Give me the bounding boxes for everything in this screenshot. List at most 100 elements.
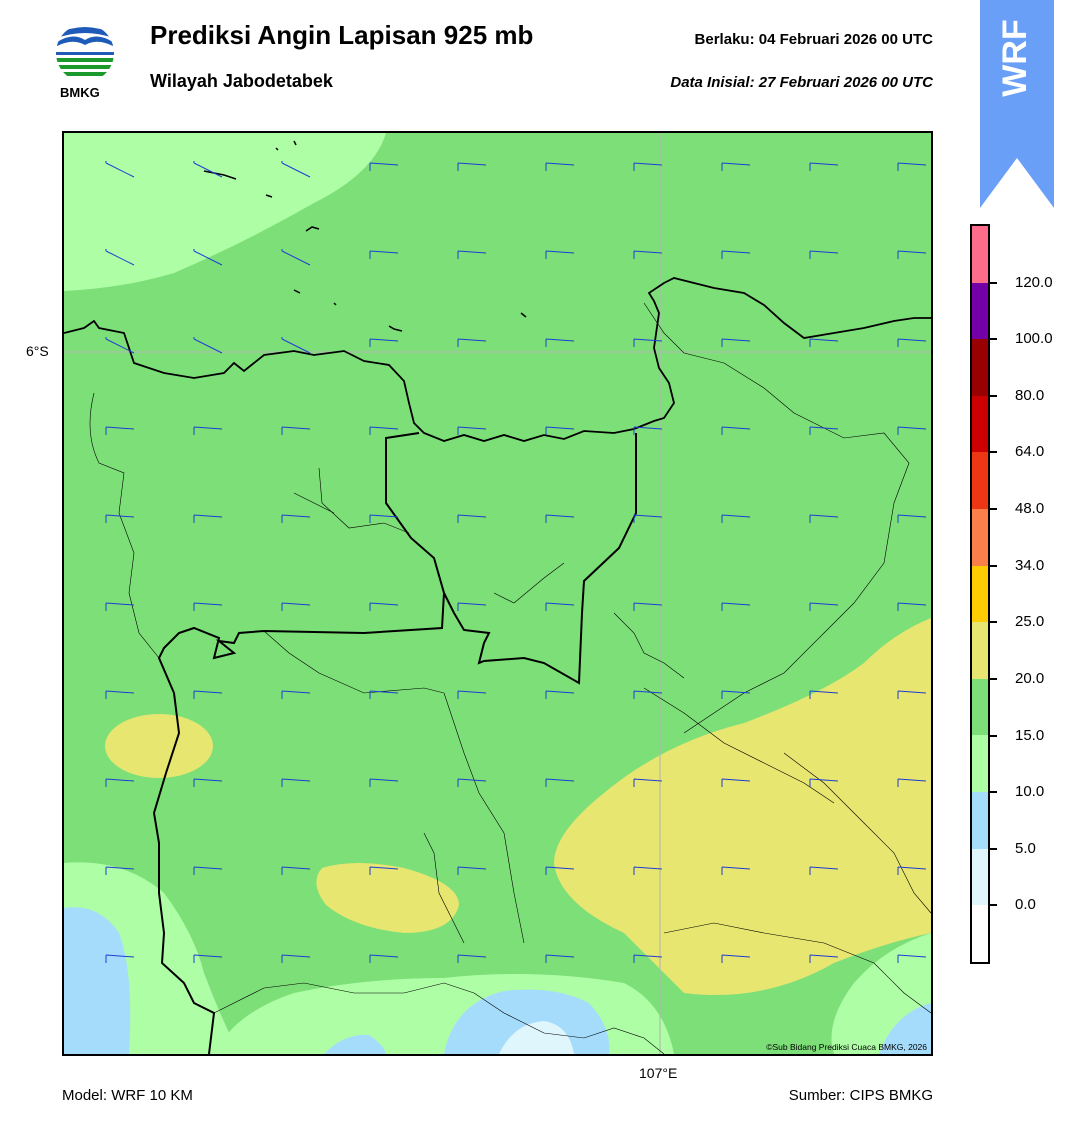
wind-barb <box>545 866 575 875</box>
colorbar-tick-label: 120.0 <box>1015 273 1053 291</box>
regency-boundaries <box>89 302 931 1054</box>
wind-barb <box>457 338 487 347</box>
wind-barb <box>897 426 927 435</box>
wind-barb <box>721 690 751 699</box>
colorbar-tick <box>990 394 997 397</box>
speed-zone-20-25-east <box>554 618 931 995</box>
wind-barb <box>457 602 487 611</box>
wind-barb <box>721 778 751 787</box>
jakarta-boundary <box>443 433 637 685</box>
wind-barb <box>545 338 575 347</box>
longitude-label: 107°E <box>639 1065 678 1081</box>
wind-barb <box>721 426 751 435</box>
colorbar-segment <box>972 339 988 396</box>
colorbar-tick-label: 34.0 <box>1015 556 1045 574</box>
wind-barb <box>457 426 487 435</box>
wind-barb <box>809 514 839 523</box>
colorbar-segment <box>972 452 988 510</box>
speed-zone-10-15-north <box>64 133 386 291</box>
wind-barb <box>281 161 311 178</box>
wind-barb <box>105 161 135 178</box>
colorbar-tick-label: 25.0 <box>1015 613 1045 631</box>
wind-barb <box>457 690 487 699</box>
wind-barb <box>633 778 663 787</box>
colorbar-segment <box>972 905 988 962</box>
wind-barb <box>105 514 135 523</box>
wind-barb <box>457 162 487 171</box>
thousand-islands <box>203 140 527 332</box>
wind-barb <box>193 690 223 699</box>
wind-barb <box>809 778 839 787</box>
wind-barb <box>809 954 839 963</box>
wind-barb <box>369 690 399 699</box>
wind-barb <box>721 162 751 171</box>
wind-map: ©Sub Bidang Prediksi Cuaca BMKG, 2026 <box>62 131 933 1056</box>
colorbar-tick-label: 20.0 <box>1015 669 1045 687</box>
logo-text: BMKG <box>60 85 100 100</box>
wind-barb <box>633 866 663 875</box>
wind-barb <box>281 426 311 435</box>
wind-barb <box>281 249 311 266</box>
wind-barb <box>457 778 487 787</box>
wind-barb <box>809 866 839 875</box>
wind-barb <box>193 602 223 611</box>
colorbar-tick-label: 80.0 <box>1015 386 1045 404</box>
colorbar-tick <box>990 564 997 567</box>
speed-zone-5-10-southeast <box>879 1003 931 1054</box>
wind-barb <box>633 602 663 611</box>
wind-barb <box>193 778 223 787</box>
wind-barb <box>281 954 311 963</box>
wind-barb <box>721 338 751 347</box>
wind-barb <box>369 250 399 259</box>
wind-barb <box>193 337 223 354</box>
model-label: Model: WRF 10 KM <box>62 1087 193 1104</box>
wind-barb <box>633 250 663 259</box>
colorbar-tick-label: 15.0 <box>1015 726 1045 744</box>
map-credit: ©Sub Bidang Prediksi Cuaca BMKG, 2026 <box>766 1042 927 1052</box>
valid-time: Berlaku: 04 Februari 2026 00 UTC <box>694 31 933 48</box>
wind-barb <box>457 866 487 875</box>
map-title: Prediksi Angin Lapisan 925 mb <box>150 20 534 50</box>
coastline <box>64 277 931 442</box>
colorbar-segment <box>972 735 988 793</box>
colorbar <box>970 224 990 964</box>
wind-barb <box>369 162 399 171</box>
wind-barb <box>281 690 311 699</box>
wind-barb <box>369 778 399 787</box>
bmkg-logo <box>55 22 115 84</box>
latitude-label: 6°S <box>26 343 49 359</box>
wind-barb <box>897 602 927 611</box>
wind-barb <box>897 954 927 963</box>
wind-barb <box>457 514 487 523</box>
colorbar-tick-label: 100.0 <box>1015 330 1053 348</box>
wind-barb <box>281 602 311 611</box>
wind-barb <box>369 514 399 523</box>
wind-barb <box>281 514 311 523</box>
wind-barb <box>105 602 135 611</box>
wind-barb <box>281 866 311 875</box>
colorbar-segment <box>972 678 988 736</box>
wind-barb <box>545 954 575 963</box>
wind-barb <box>897 866 927 875</box>
wind-barb <box>809 690 839 699</box>
wind-barb <box>105 337 135 354</box>
wind-barb <box>369 338 399 347</box>
wind-barb <box>809 338 839 347</box>
colorbar-segment <box>972 282 988 340</box>
wind-barb <box>721 866 751 875</box>
wind-barb <box>633 162 663 171</box>
speed-zone-20-25-west <box>105 714 213 778</box>
wind-barb <box>633 514 663 523</box>
wind-barb <box>193 426 223 435</box>
colorbar-tick <box>990 847 997 850</box>
wind-barb <box>633 690 663 699</box>
wind-barb <box>897 338 927 347</box>
wind-barb <box>633 338 663 347</box>
wind-barb <box>897 162 927 171</box>
colorbar-tick-label: 48.0 <box>1015 500 1045 518</box>
wind-barb <box>193 161 223 178</box>
wind-barb <box>545 250 575 259</box>
wrf-badge: WRF <box>980 0 1054 208</box>
wind-barb <box>369 426 399 435</box>
colorbar-segment <box>972 565 988 623</box>
